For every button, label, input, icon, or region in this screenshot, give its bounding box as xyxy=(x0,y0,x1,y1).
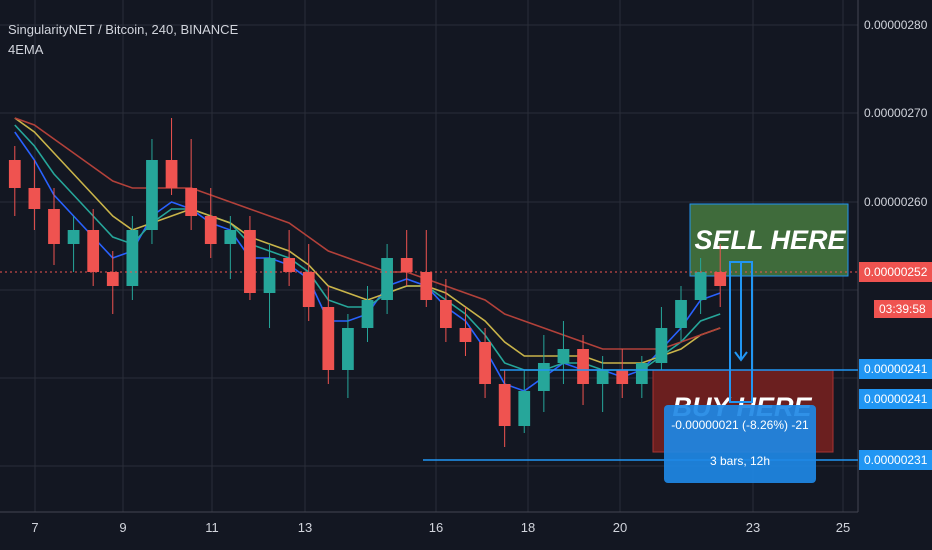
candle-body xyxy=(577,349,589,384)
candle-body xyxy=(204,216,217,244)
candle-body xyxy=(67,230,80,244)
candle-body xyxy=(420,272,433,300)
candle-body xyxy=(440,300,452,328)
candle-body xyxy=(675,300,687,328)
ema-line xyxy=(14,117,721,350)
candle-body xyxy=(479,342,491,384)
measure-arrow-icon xyxy=(734,262,748,362)
level-231-label: 0.00000231 xyxy=(864,453,928,467)
candle-body xyxy=(322,307,335,370)
measure-box xyxy=(664,405,816,483)
candle-body xyxy=(28,188,41,209)
current-price-label: 0.00000252 xyxy=(864,265,928,279)
candle-body xyxy=(518,391,531,426)
countdown-badge xyxy=(874,300,932,318)
measure-tool[interactable]: -0.00000021 (-8.26%) -21 3 bars, 12h xyxy=(664,261,816,483)
time-tick: 25 xyxy=(836,520,850,535)
level-241-label-a: 0.00000241 xyxy=(864,362,928,376)
candle-body xyxy=(48,209,60,244)
candle-body xyxy=(596,370,609,384)
sell-label: SELL HERE xyxy=(694,225,846,255)
candle-body xyxy=(146,160,158,230)
candle-body xyxy=(655,328,668,363)
level-231-badge xyxy=(859,450,932,470)
time-tick: 16 xyxy=(429,520,443,535)
price-tick: 0.00000280 xyxy=(864,18,928,32)
time-tick: 9 xyxy=(119,520,126,535)
candle-body xyxy=(165,160,178,188)
candle-body xyxy=(244,230,256,293)
candle-body xyxy=(557,349,570,363)
candle-body xyxy=(283,258,295,272)
indicator-label: 4EMA xyxy=(8,42,44,57)
time-axis[interactable]: 7 9 11 13 16 18 20 23 25 xyxy=(31,520,850,535)
time-tick: 23 xyxy=(746,520,760,535)
time-tick: 13 xyxy=(298,520,312,535)
candle-body xyxy=(381,258,393,300)
candle-body xyxy=(459,328,472,342)
candle-body xyxy=(616,370,629,384)
time-tick: 7 xyxy=(31,520,38,535)
countdown-label: 03:39:58 xyxy=(879,302,926,316)
candle-body xyxy=(537,363,550,391)
candle-body xyxy=(263,258,276,293)
candle-body xyxy=(8,160,21,188)
candle-body xyxy=(400,258,413,272)
candle-body xyxy=(498,384,511,426)
candle-body xyxy=(185,188,198,216)
time-tick: 11 xyxy=(205,520,219,535)
candle-body xyxy=(342,328,354,370)
time-tick: 20 xyxy=(613,520,627,535)
candle-body xyxy=(694,272,707,300)
candle-body xyxy=(635,363,648,384)
symbol-title: SingularityNET / Bitcoin, 240, BINANCE xyxy=(8,22,239,37)
price-axis[interactable]: 0.00000280 0.00000270 0.00000260 0.00000… xyxy=(859,18,932,470)
candle-body xyxy=(224,230,237,244)
level-241-badge-b xyxy=(859,389,932,409)
measure-text-2: 3 bars, 12h xyxy=(710,454,770,468)
candle-body xyxy=(126,230,139,286)
level-241-label-b: 0.00000241 xyxy=(864,392,928,406)
current-price-badge xyxy=(859,262,932,282)
time-tick: 18 xyxy=(521,520,535,535)
price-tick: 0.00000270 xyxy=(864,106,928,120)
price-tick: 0.00000260 xyxy=(864,195,928,209)
measure-text-1: -0.00000021 (-8.26%) -21 xyxy=(671,418,809,432)
candles xyxy=(8,118,727,447)
sell-zone[interactable] xyxy=(689,203,849,277)
candle-body xyxy=(302,272,315,307)
level-241-badge-a xyxy=(859,359,932,379)
candle-body xyxy=(106,272,119,286)
candle-body xyxy=(87,230,100,272)
candle-body xyxy=(714,272,727,286)
candle-body xyxy=(361,300,374,328)
